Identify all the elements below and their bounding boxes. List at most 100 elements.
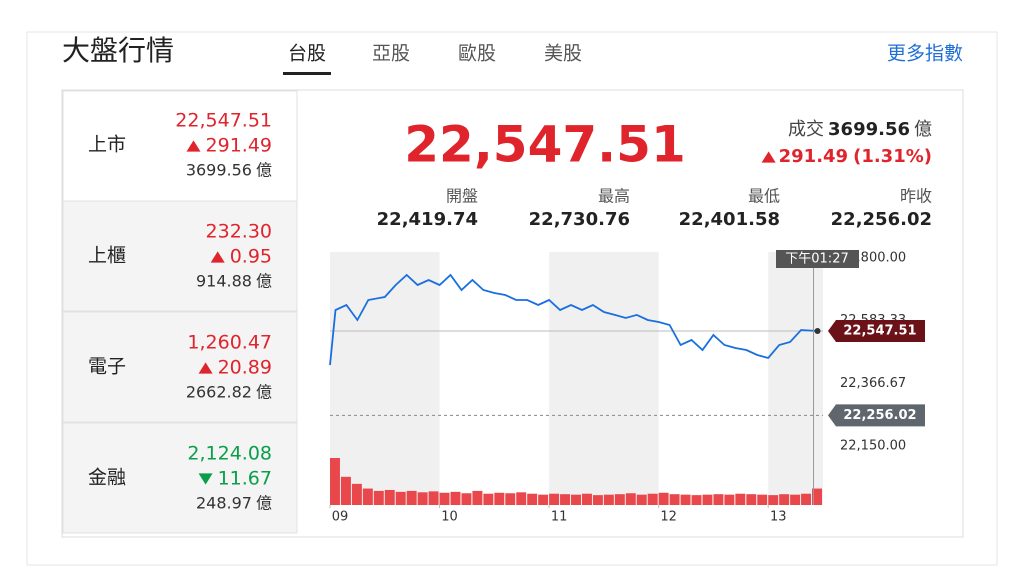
market-change: 20.89: [218, 357, 272, 379]
volume-bar: [340, 476, 351, 505]
stat-label: 最高: [598, 187, 630, 206]
volume-unit: 億: [256, 494, 272, 513]
prev-close-tag: [828, 404, 925, 427]
volume-bar: [450, 491, 461, 505]
active-tab-underline: [283, 72, 331, 75]
volume-bar: [330, 458, 340, 505]
y-tick-label: 22,366.67: [840, 376, 906, 391]
session-band: [768, 252, 823, 505]
volume-bar: [494, 492, 505, 505]
market-price: 22,547.51: [175, 110, 272, 132]
market-row[interactable]: [62, 311, 298, 423]
market-tab[interactable]: 歐股: [458, 43, 496, 65]
volume-bar: [757, 494, 768, 505]
market-volume: 2662.82: [186, 383, 252, 402]
market-name: 上櫃: [88, 245, 126, 267]
volume-bar: [384, 489, 395, 505]
volume-bar: [614, 494, 625, 505]
last-price-tag: [828, 320, 925, 343]
market-change: 11.67: [218, 468, 272, 490]
stat-value: 22,419.74: [377, 209, 478, 230]
session-band: [549, 252, 659, 505]
volume-bar: [351, 483, 362, 505]
volume-bar: [724, 494, 735, 505]
stat-value: 22,256.02: [831, 209, 932, 230]
market-change: 291.49: [206, 135, 272, 157]
volume-bar: [680, 494, 691, 505]
market-name: 金融: [88, 467, 126, 489]
volume-label: 成交: [788, 119, 824, 140]
market-row[interactable]: [62, 200, 298, 312]
volume-bar: [647, 493, 658, 505]
volume-bar: [362, 488, 373, 505]
volume-bar: [812, 488, 822, 505]
volume-bar: [428, 491, 439, 505]
market-tab[interactable]: 台股: [288, 43, 326, 65]
stat-label: 最低: [748, 187, 780, 206]
more-indices-link[interactable]: 更多指數: [887, 43, 963, 65]
change-value: 291.49: [779, 146, 848, 167]
market-name: 電子: [88, 356, 126, 378]
direction-arrow: [186, 140, 201, 152]
cursor-time: 下午01:27: [785, 252, 848, 267]
stat-label: 開盤: [446, 187, 478, 206]
volume-bar: [713, 494, 724, 505]
page-title: 大盤行情: [62, 34, 174, 67]
volume-bar: [735, 493, 746, 505]
x-tick-label: 10: [441, 510, 458, 525]
volume-bar: [472, 490, 483, 505]
x-tick-label: 13: [770, 510, 787, 525]
index-price: 22,547.51: [404, 116, 686, 174]
direction-arrow: [198, 473, 213, 485]
session-band: [330, 252, 440, 505]
volume-bar: [516, 492, 527, 505]
market-tab[interactable]: 亞股: [372, 43, 410, 65]
volume-bar: [779, 494, 790, 505]
volume-unit: 億: [256, 272, 272, 291]
direction-arrow: [198, 362, 213, 374]
volume-bar: [669, 494, 680, 505]
volume-bar: [790, 494, 801, 505]
volume-bar: [625, 493, 636, 505]
x-tick-label: 11: [551, 510, 568, 525]
volume-bar: [746, 494, 757, 505]
volume-bar: [636, 494, 647, 505]
volume-bar: [691, 495, 702, 505]
price-line: [329, 273, 818, 366]
volume-unit: 億: [256, 383, 272, 402]
volume-bar: [439, 492, 450, 505]
volume-unit: 億: [914, 119, 932, 140]
market-tab[interactable]: 美股: [544, 43, 582, 65]
volume-bar: [395, 491, 406, 505]
volume-bar: [505, 493, 516, 505]
last-price-label: 22,547.51: [843, 324, 916, 339]
x-tick-label: 12: [660, 510, 677, 525]
direction-arrow: [761, 151, 776, 163]
last-point: [814, 328, 821, 335]
market-row[interactable]: [62, 90, 298, 202]
volume-bar: [702, 494, 713, 505]
market-volume: 3699.56: [186, 161, 252, 180]
prev-close-label: 22,256.02: [843, 408, 916, 423]
cursor-time-box: [776, 250, 859, 268]
change-percent: (1.31%): [853, 146, 932, 167]
volume-bar: [538, 494, 549, 505]
volume-bar: [560, 494, 571, 505]
volume-bar: [592, 495, 603, 505]
volume-bar: [373, 490, 384, 505]
volume-bar: [571, 494, 581, 505]
y-tick-label: 22,150.00: [840, 439, 906, 454]
volume-bar: [483, 493, 494, 505]
stat-value: 22,730.76: [529, 209, 630, 230]
market-row[interactable]: [62, 422, 298, 534]
volume-bar: [417, 492, 428, 505]
volume-bar: [801, 493, 812, 505]
market-volume: 248.97: [196, 494, 252, 513]
volume-bar: [768, 495, 779, 505]
market-price: 2,124.08: [187, 443, 272, 465]
x-tick-label: 09: [332, 510, 349, 525]
stat-label: 昨收: [900, 187, 932, 206]
volume-bar: [603, 494, 614, 505]
direction-arrow: [210, 251, 225, 263]
